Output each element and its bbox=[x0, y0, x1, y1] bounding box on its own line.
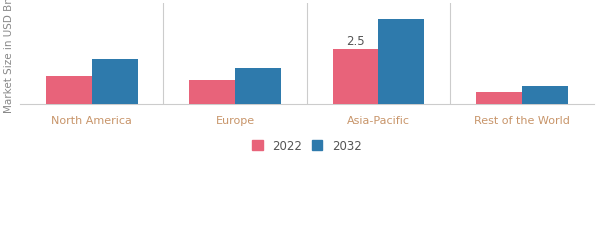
Bar bbox=[332, 50, 379, 105]
Bar bbox=[522, 86, 568, 105]
Bar bbox=[91, 60, 138, 105]
Bar bbox=[476, 93, 522, 105]
Bar bbox=[189, 81, 235, 105]
Bar bbox=[46, 76, 91, 105]
Legend: 2022, 2032: 2022, 2032 bbox=[248, 135, 366, 157]
Y-axis label: Market Size in USD Bn: Market Size in USD Bn bbox=[4, 0, 14, 112]
Text: 2.5: 2.5 bbox=[346, 35, 365, 48]
Bar bbox=[235, 69, 281, 105]
Bar bbox=[379, 20, 425, 105]
